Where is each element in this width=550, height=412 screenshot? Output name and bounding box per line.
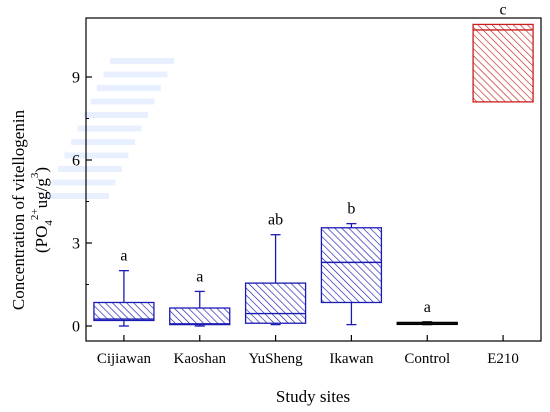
plot-frame xyxy=(85,17,542,342)
y-tick-label: 6 xyxy=(72,153,80,170)
significance-letter: ab xyxy=(268,212,283,229)
box-iqr xyxy=(320,227,383,304)
significance-letter: a xyxy=(196,268,203,285)
box-yusheng: ab xyxy=(244,212,307,326)
watermark-stripe xyxy=(58,166,122,172)
x-axis: Cijiawan Kaoshan YuSheng Ikawan Control E210 xyxy=(97,335,519,367)
y-tick-label: 9 xyxy=(72,70,80,87)
y-axis-label-line2: (PO42+ug/g3) xyxy=(29,167,55,253)
y-axis-label-line1: Concentration of vitellogenin xyxy=(9,109,28,310)
box-control: a xyxy=(396,299,458,326)
x-tick-label: YuSheng xyxy=(248,351,303,367)
watermark-stripe xyxy=(51,179,116,186)
x-tick-label: Control xyxy=(404,351,450,367)
box-iqr xyxy=(93,301,155,322)
x-tick-label: E210 xyxy=(487,351,519,367)
y-axis-label: Concentration of vitellogenin (PO42+ug/g… xyxy=(9,109,55,310)
significance-letter: a xyxy=(120,248,127,265)
box-iqr xyxy=(169,307,231,326)
watermark-stripe xyxy=(45,193,109,199)
x-tick-label: Ikawan xyxy=(329,351,374,367)
y-tick-label: 0 xyxy=(72,319,80,336)
box-iqr xyxy=(244,282,307,324)
watermark-stripe xyxy=(77,125,142,132)
box-kaoshan: a xyxy=(169,268,231,327)
watermark-stripe xyxy=(64,152,129,159)
watermark-stripe xyxy=(103,71,168,78)
significance-letter: b xyxy=(347,201,355,218)
watermark-stripe xyxy=(71,139,135,145)
watermark-stripe xyxy=(90,98,155,105)
x-axis-label: Study sites xyxy=(276,387,350,406)
box-ikawan: b xyxy=(320,201,383,326)
box-series: a a ab b a c xyxy=(93,1,534,327)
x-tick-label: Cijiawan xyxy=(97,351,152,367)
x-tick-label: Kaoshan xyxy=(174,351,227,367)
watermark-stripe xyxy=(97,85,161,91)
box-iqr xyxy=(472,23,534,103)
watermark-stripe xyxy=(110,58,174,64)
significance-letter: c xyxy=(500,1,507,18)
box-cijiawan: a xyxy=(93,248,155,327)
y-axis: 0 3 6 9 xyxy=(72,70,92,336)
watermark-stripe xyxy=(84,112,148,118)
significance-letter: a xyxy=(424,299,431,316)
box-e210: c xyxy=(472,1,534,103)
watermark-stripes xyxy=(45,58,174,199)
y-tick-label: 3 xyxy=(72,236,80,253)
